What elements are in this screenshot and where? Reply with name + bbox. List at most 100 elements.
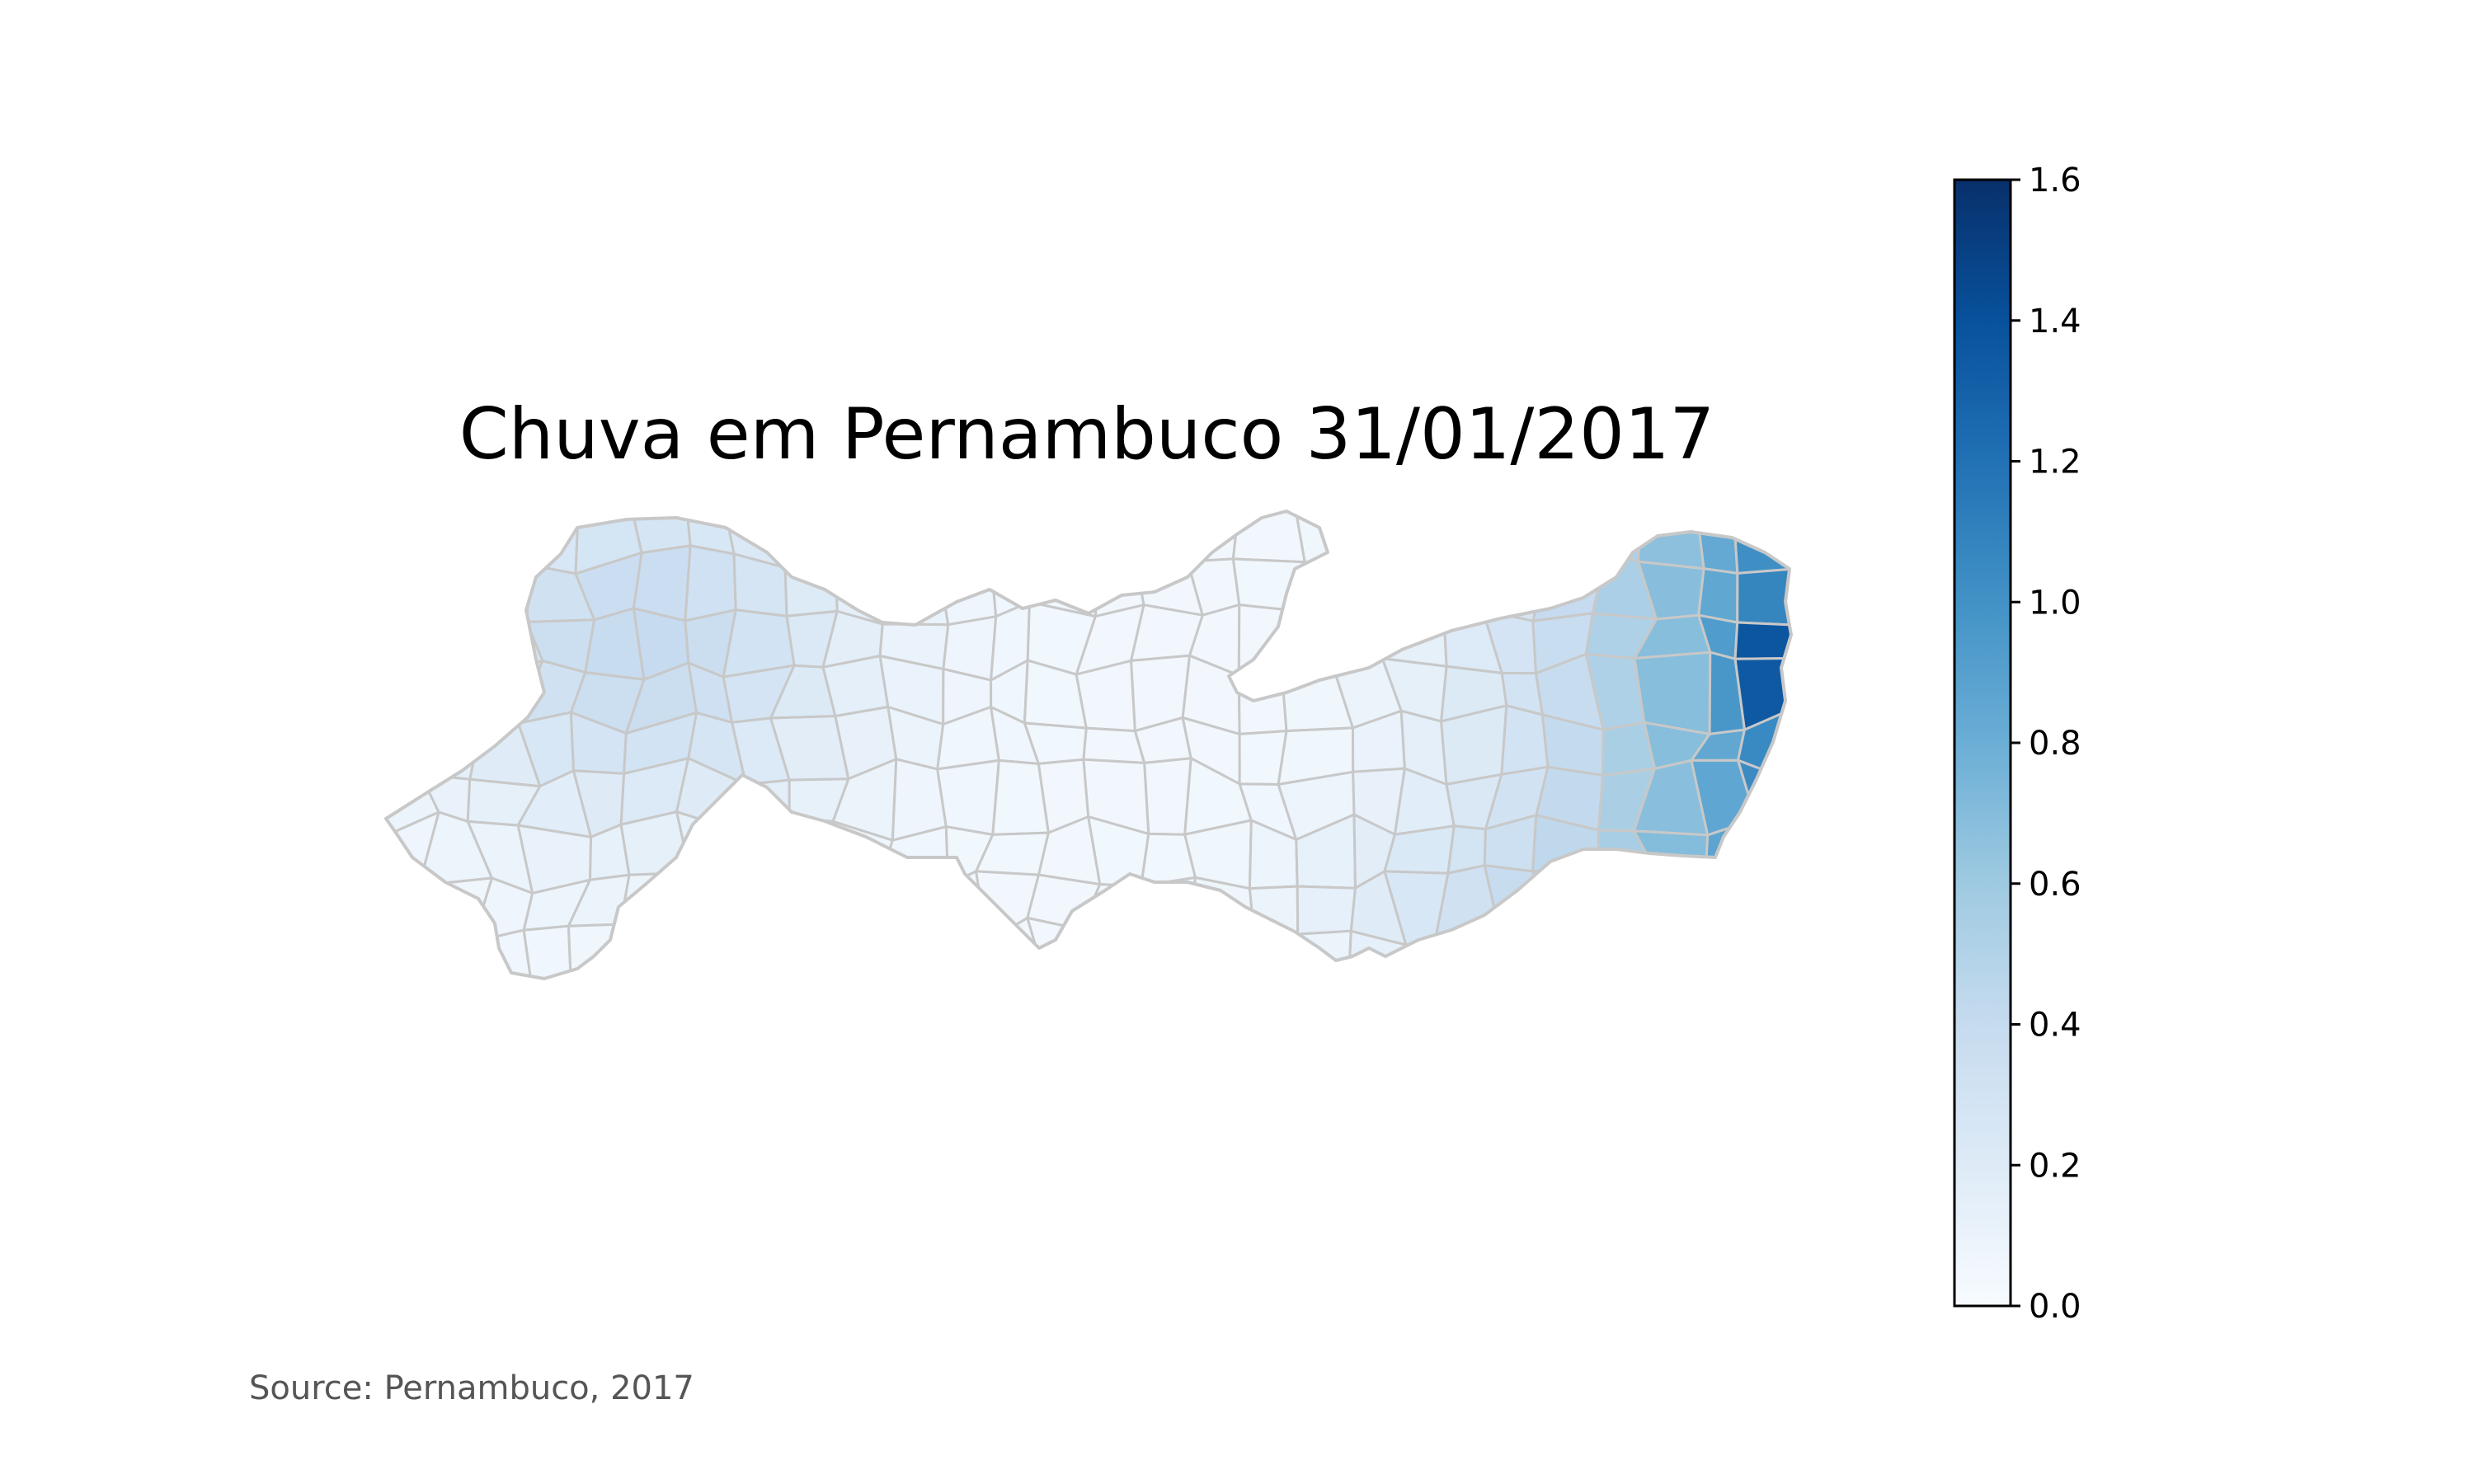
municipality-region: [1500, 704, 1550, 776]
municipality-region: [386, 606, 430, 676]
municipality-region: [1648, 926, 1696, 979]
municipality-region: [1280, 610, 1343, 671]
municipality-region: [1652, 864, 1706, 941]
municipality-region: [416, 558, 484, 612]
municipality-region: [386, 930, 444, 979]
municipality-region: [1531, 866, 1602, 943]
municipality-region: [1697, 567, 1739, 624]
municipality-region: [1079, 928, 1145, 979]
municipality-region: [936, 758, 1000, 836]
municipality-region: [386, 665, 440, 728]
state-border: [384, 510, 1793, 980]
municipality-region: [1632, 829, 1710, 892]
municipality-region: [720, 864, 796, 931]
municipality-region: [871, 511, 948, 576]
municipality-region: [1479, 511, 1550, 575]
colorbar-tick-label: 1.6: [2029, 162, 2081, 200]
colorbar-tick-label: 1.4: [2029, 303, 2081, 340]
municipality-region: [1301, 558, 1349, 627]
colorbar-tick-label: 0.4: [2029, 1007, 2081, 1045]
map-title: Chuva em Pernambuco 31/01/2017: [459, 393, 1715, 476]
municipality-region: [1737, 872, 1791, 946]
municipality-region: [887, 927, 933, 979]
municipality-region: [784, 864, 849, 931]
municipality-region: [386, 511, 444, 562]
municipality-region: [1237, 603, 1305, 677]
municipality-region: [1737, 818, 1791, 876]
municipality-region: [386, 866, 444, 938]
municipality-region: [1442, 547, 1484, 612]
municipality-region: [1134, 929, 1192, 979]
municipality-region: [386, 558, 438, 613]
municipality-region: [1443, 511, 1500, 575]
municipality-region: [1335, 511, 1404, 561]
municipality-region: [1075, 659, 1136, 733]
municipality-region: [416, 606, 478, 682]
municipality-region: [1327, 622, 1395, 660]
municipality-region: [1237, 668, 1288, 735]
municipality-region: [1140, 876, 1197, 948]
colorbar-gradient: [1953, 178, 2012, 1308]
municipality-region: [871, 569, 950, 627]
colorbar-ticks: 0.0 0.2 0.4 0.6 0.8 1.0 1.2 1.4 1.6: [2011, 162, 2081, 1326]
municipality-region: [1733, 621, 1791, 660]
municipality-region: [1143, 757, 1192, 836]
colorbar-tick-label: 0.0: [2029, 1288, 2081, 1326]
colorbar-tick-label: 0.2: [2029, 1147, 2081, 1185]
municipality-region: [1540, 511, 1609, 565]
municipality-cells: [386, 511, 1791, 979]
colorbar-tick-label: 1.2: [2029, 444, 2081, 481]
municipality-region: [1026, 916, 1103, 979]
municipality-region: [426, 673, 483, 725]
municipality-region: [619, 923, 687, 979]
municipality-region: [938, 511, 992, 572]
municipality-region: [467, 511, 534, 569]
municipality-region: [1681, 872, 1761, 941]
municipality-region: [1183, 929, 1256, 979]
municipality-region: [1229, 932, 1300, 979]
municipality-region: [386, 706, 440, 776]
municipality-region: [1736, 567, 1791, 627]
municipality-region: [778, 511, 838, 570]
municipality-region: [835, 511, 901, 576]
colorbar: 0.0 0.2 0.4 0.6 0.8 1.0 1.2 1.4 1.6: [1953, 162, 2081, 1326]
municipality-region: [1483, 864, 1559, 929]
municipality-region: [722, 778, 791, 829]
municipality-region: [780, 919, 832, 979]
municipality-region: [733, 926, 788, 979]
municipality-region: [874, 883, 950, 946]
municipality-region: [1550, 926, 1602, 979]
municipality-region: [1391, 547, 1455, 625]
municipality-region: [522, 924, 572, 979]
municipality-region: [1732, 511, 1791, 575]
municipality-region: [1495, 916, 1559, 979]
municipality-region: [1637, 511, 1705, 571]
source-note: Source: Pernambuco, 2017: [249, 1369, 694, 1407]
municipality-region: [567, 923, 637, 979]
municipality-region: [1033, 511, 1100, 561]
municipality-region: [1133, 511, 1203, 563]
municipality-region: [1296, 885, 1357, 936]
municipality-region: [1737, 758, 1791, 824]
colorbar-tick-label: 1.0: [2029, 584, 2081, 622]
municipality-region: [1681, 924, 1761, 979]
colorbar-tick-label: 0.8: [2029, 725, 2081, 763]
municipality-region: [1398, 511, 1455, 556]
municipality-region: [675, 810, 726, 883]
municipality-region: [619, 871, 692, 947]
municipality-region: [1592, 926, 1656, 979]
municipality-region: [1597, 864, 1656, 943]
municipality-region: [822, 919, 895, 979]
municipality-region: [1231, 557, 1306, 613]
municipality-region: [435, 511, 484, 569]
municipality-region: [677, 926, 746, 979]
municipality-region: [822, 881, 891, 930]
municipality-region: [1748, 924, 1791, 979]
municipality-region: [684, 871, 746, 947]
municipality-region: [976, 511, 1053, 556]
municipality-region: [475, 563, 532, 623]
municipality-region: [928, 940, 998, 979]
municipality-region: [720, 816, 796, 883]
municipality-region: [422, 935, 480, 979]
